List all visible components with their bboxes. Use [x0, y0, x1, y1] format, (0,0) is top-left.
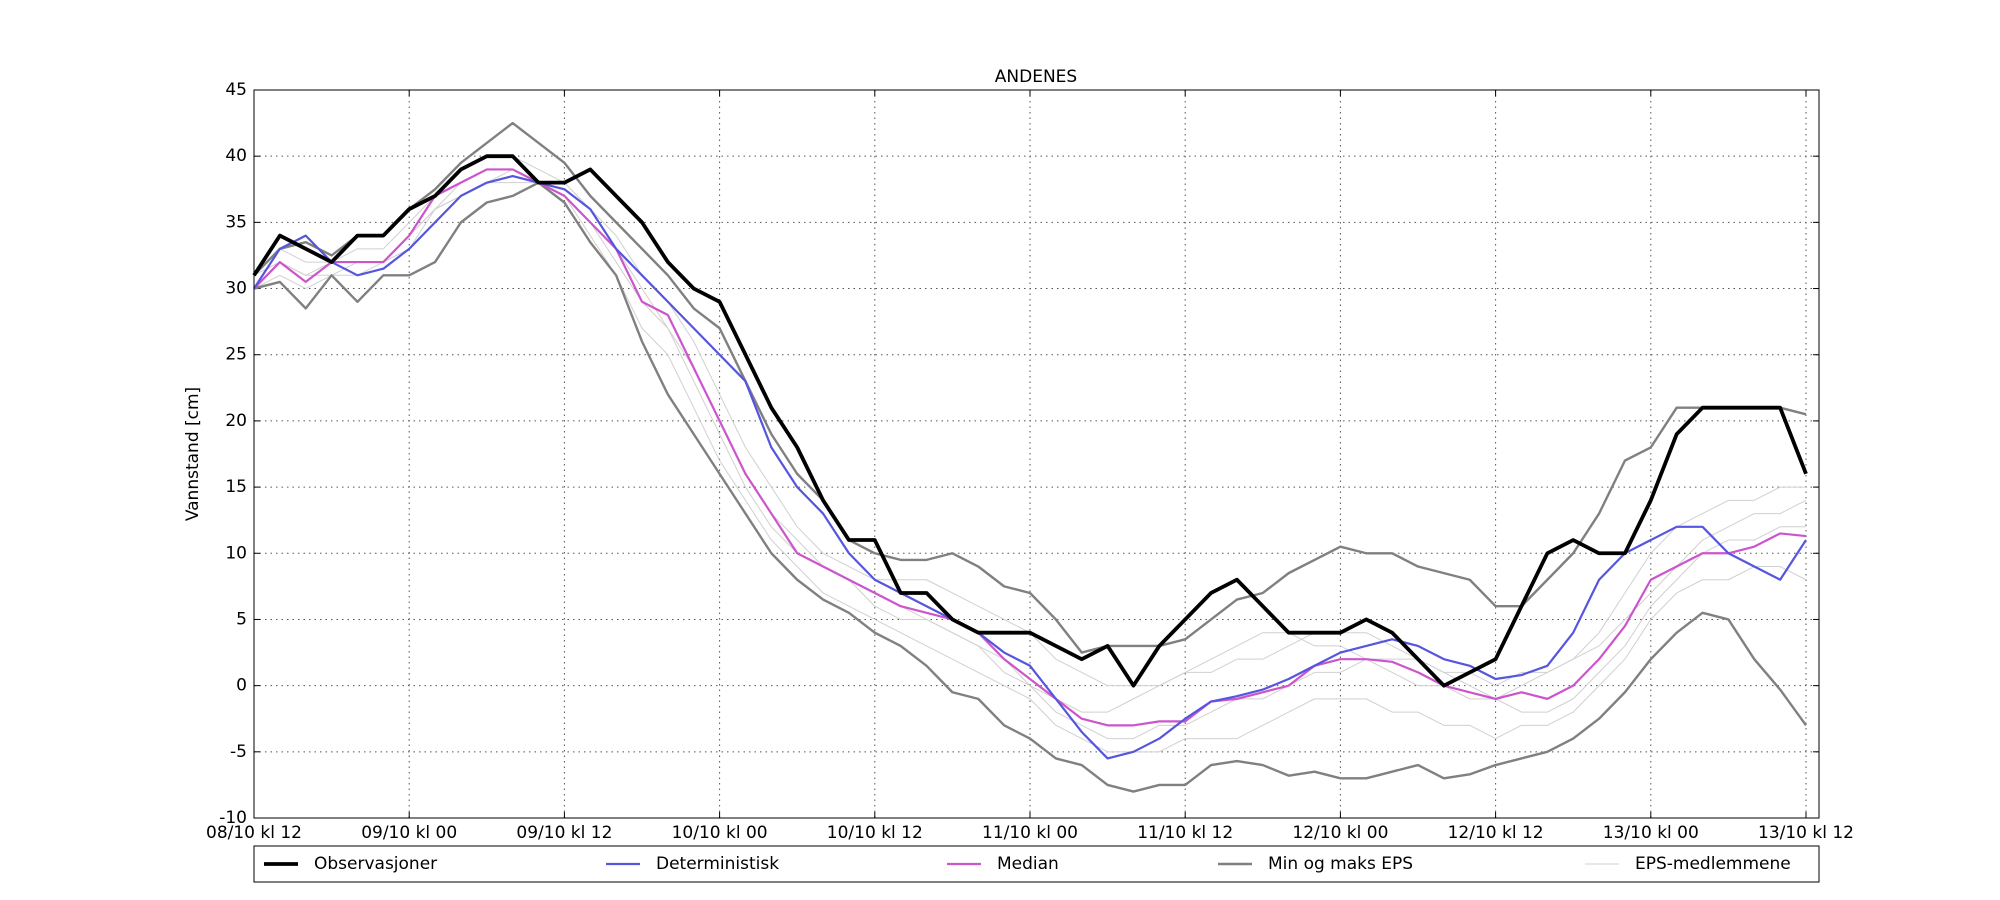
series-line [253, 174, 1807, 760]
y-tick-label: 10 [225, 543, 247, 563]
y-tick-label: 30 [225, 279, 247, 299]
y-tick-label: 25 [225, 345, 247, 365]
x-tick-label: 10/10 kl 00 [672, 823, 768, 843]
y-tick-label: 35 [225, 212, 247, 232]
eps-member-line [253, 182, 1807, 753]
x-tick-label: 08/10 kl 12 [206, 823, 302, 843]
x-tick-label: 09/10 kl 12 [516, 823, 612, 843]
y-tick-label: 45 [225, 80, 247, 100]
legend-label: EPS-medlemmene [1635, 854, 1791, 874]
chart-title: ANDENES [995, 67, 1077, 87]
y-tick-label: 0 [236, 676, 247, 696]
x-tick-label: 13/10 kl 12 [1758, 823, 1854, 843]
legend-box [253, 845, 1820, 883]
y-tick-label: -10 [219, 808, 247, 828]
x-tick-label: 09/10 kl 00 [361, 823, 457, 843]
legend-label: Deterministisk [656, 854, 779, 874]
plot-frame [253, 89, 1820, 819]
legend-label: Median [997, 854, 1059, 874]
legend-label: Min og maks EPS [1268, 854, 1413, 874]
y-tick-label: 5 [236, 609, 247, 629]
x-tick-label: 12/10 kl 12 [1448, 823, 1544, 843]
legend-label: Observasjoner [314, 854, 437, 874]
y-tick-label: 40 [225, 146, 247, 166]
eps-max-line [253, 121, 1807, 654]
x-tick-label: 12/10 kl 00 [1292, 823, 1388, 843]
series-line [253, 168, 1807, 727]
x-tick-label: 10/10 kl 12 [827, 823, 923, 843]
x-tick-label: 11/10 kl 12 [1137, 823, 1233, 843]
series-line [252, 154, 1808, 688]
eps-min-line [253, 181, 1807, 793]
y-axis-label: Vannstand [cm] [183, 387, 203, 521]
y-tick-label: 15 [225, 477, 247, 497]
x-tick-label: 11/10 kl 00 [982, 823, 1078, 843]
y-tick-label: 20 [225, 411, 247, 431]
y-tick-label: -5 [230, 742, 247, 762]
x-tick-label: 13/10 kl 00 [1603, 823, 1699, 843]
